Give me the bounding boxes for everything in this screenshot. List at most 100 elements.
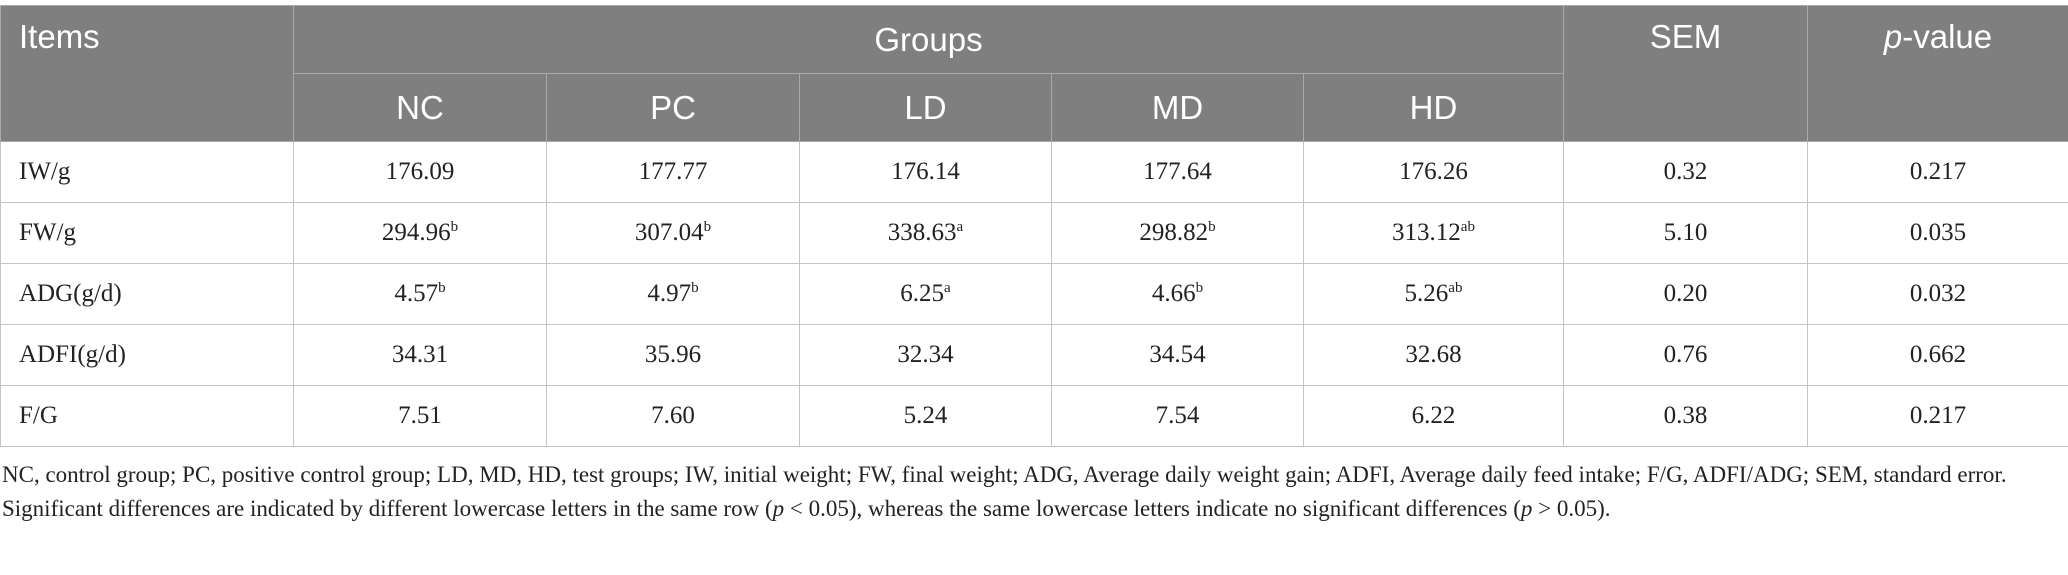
value-cell: 5.24: [799, 385, 1052, 447]
value-cell: 307.04b: [546, 202, 800, 264]
table-body: IW/g 176.09 177.77 176.14 177.64 176.26 0.32 0.…: [0, 141, 2068, 447]
subheader-cell: MD: [1051, 73, 1304, 142]
table-row: IW/g 176.09 177.77 176.14 177.64 176.26 0.32 0.…: [0, 141, 2068, 203]
p-cell: 0.217: [1807, 141, 2068, 203]
value-cell: 35.96: [546, 324, 800, 386]
value-cell: 294.96b: [293, 202, 547, 264]
row-label: F/G: [0, 385, 294, 447]
subheader-row: NC PC LD MD HD: [1, 73, 2068, 142]
p-cell: 0.035: [1807, 202, 2068, 264]
value: 177.77: [638, 158, 708, 185]
row-label: FW/g: [0, 202, 294, 264]
header-cell: p-value: [1807, 5, 2068, 142]
table-row: FW/g 294.96b 307.04b 338.63a 298.82b 313.12ab…: [0, 202, 2068, 264]
value-cell: 338.63a: [799, 202, 1052, 264]
value: 6.22: [1411, 402, 1456, 429]
value: 35.96: [644, 341, 702, 368]
footnote-text: < 0.05), whereas the same lowercase lett…: [784, 496, 1521, 521]
subheader-cell: LD: [799, 73, 1052, 142]
value: 4.97: [647, 280, 692, 307]
table-row: F/G 7.51 7.60 5.24 7.54 6.22 0.38 0.217: [0, 385, 2068, 447]
significance-letter: b: [1195, 280, 1204, 296]
value: 294.96: [381, 219, 451, 246]
value-cell: 298.82b: [1051, 202, 1304, 264]
value: 4.66: [1151, 280, 1196, 307]
value: 298.82: [1139, 219, 1209, 246]
p-cell: 0.662: [1807, 324, 2068, 386]
row-label: IW/g: [0, 141, 294, 203]
value: 34.31: [391, 341, 449, 368]
value: 7.51: [398, 402, 442, 429]
data-table: Items Groups SEM p-value NC PC LD MD HD IW/g…: [0, 5, 2068, 447]
value: 7.54: [1155, 402, 1200, 429]
value-cell: 7.51: [293, 385, 547, 447]
table-row: ADFI(g/d) 34.31 35.96 32.34 34.54 32.68 0.76 0.…: [0, 324, 2068, 386]
value-cell: 32.68: [1303, 324, 1564, 386]
value-cell: 4.57b: [293, 263, 547, 325]
footnote-text: p: [1520, 496, 1533, 521]
value-cell: 177.77: [546, 141, 800, 203]
value: 32.68: [1405, 341, 1462, 368]
footnote-text: NC, control group; PC, positive control …: [2, 462, 2007, 521]
table-row: ADG(g/d) 4.57b 4.97b 6.25a 4.66b 5.26ab 0.20 0.…: [0, 263, 2068, 325]
significance-letter: b: [1208, 219, 1216, 235]
value-cell: 34.54: [1051, 324, 1304, 386]
value: 4.57: [394, 280, 439, 307]
p-cell: 0.217: [1807, 385, 2068, 447]
value-cell: 7.60: [546, 385, 800, 447]
significance-letter: ab: [1448, 280, 1463, 296]
value-cell: 34.31: [293, 324, 547, 386]
value-cell: 6.22: [1303, 385, 1564, 447]
significance-letter: ab: [1460, 219, 1475, 235]
subheader-cell: PC: [546, 73, 800, 142]
value-cell: 5.26ab: [1303, 263, 1564, 325]
value: 7.60: [651, 402, 695, 429]
value-cell: 32.34: [799, 324, 1052, 386]
value: 5.24: [903, 402, 948, 429]
sem-cell: 5.10: [1563, 202, 1808, 264]
value: 177.64: [1143, 158, 1212, 185]
value: 176.14: [891, 158, 960, 185]
value: 176.26: [1399, 158, 1468, 185]
footnote-text: p: [772, 496, 785, 521]
p-cell: 0.032: [1807, 263, 2068, 325]
header-cell: SEM: [1563, 5, 1808, 142]
sem-cell: 0.76: [1563, 324, 1808, 386]
sem-cell: 0.20: [1563, 263, 1808, 325]
value-cell: 4.66b: [1051, 263, 1304, 325]
value: 32.34: [897, 341, 954, 368]
value: 313.12: [1392, 219, 1461, 246]
value-cell: 176.09: [293, 141, 547, 203]
significance-letter: a: [956, 219, 964, 235]
significance-letter: b: [438, 280, 446, 296]
value-cell: 177.64: [1051, 141, 1304, 203]
value-cell: 176.26: [1303, 141, 1564, 203]
row-label: ADG(g/d): [0, 263, 294, 325]
sem-cell: 0.32: [1563, 141, 1808, 203]
value-cell: 4.97b: [546, 263, 800, 325]
header-text: p: [1883, 18, 1903, 55]
value: 5.26: [1404, 280, 1449, 307]
significance-letter: a: [944, 280, 951, 296]
value-cell: 176.14: [799, 141, 1052, 203]
significance-letter: b: [703, 219, 712, 235]
value-cell: 6.25a: [799, 263, 1052, 325]
significance-letter: b: [691, 280, 699, 296]
value-cell: 7.54: [1051, 385, 1304, 447]
value: 307.04: [634, 219, 704, 246]
footnote-text: > 0.05).: [1532, 496, 1611, 521]
header-text: -value: [1902, 18, 1993, 55]
value: 338.63: [887, 219, 957, 246]
value: 6.25: [900, 280, 945, 307]
header-cell: Groups: [293, 5, 1564, 74]
significance-letter: b: [450, 219, 459, 235]
header-cell: Items: [0, 5, 294, 142]
subheader-cell: HD: [1303, 73, 1564, 142]
sem-cell: 0.38: [1563, 385, 1808, 447]
footnote: NC, control group; PC, positive control …: [2, 458, 2062, 526]
value-cell: 313.12ab: [1303, 202, 1564, 264]
value: 34.54: [1149, 341, 1206, 368]
subheader-cell: NC: [293, 73, 547, 142]
row-label: ADFI(g/d): [0, 324, 294, 386]
